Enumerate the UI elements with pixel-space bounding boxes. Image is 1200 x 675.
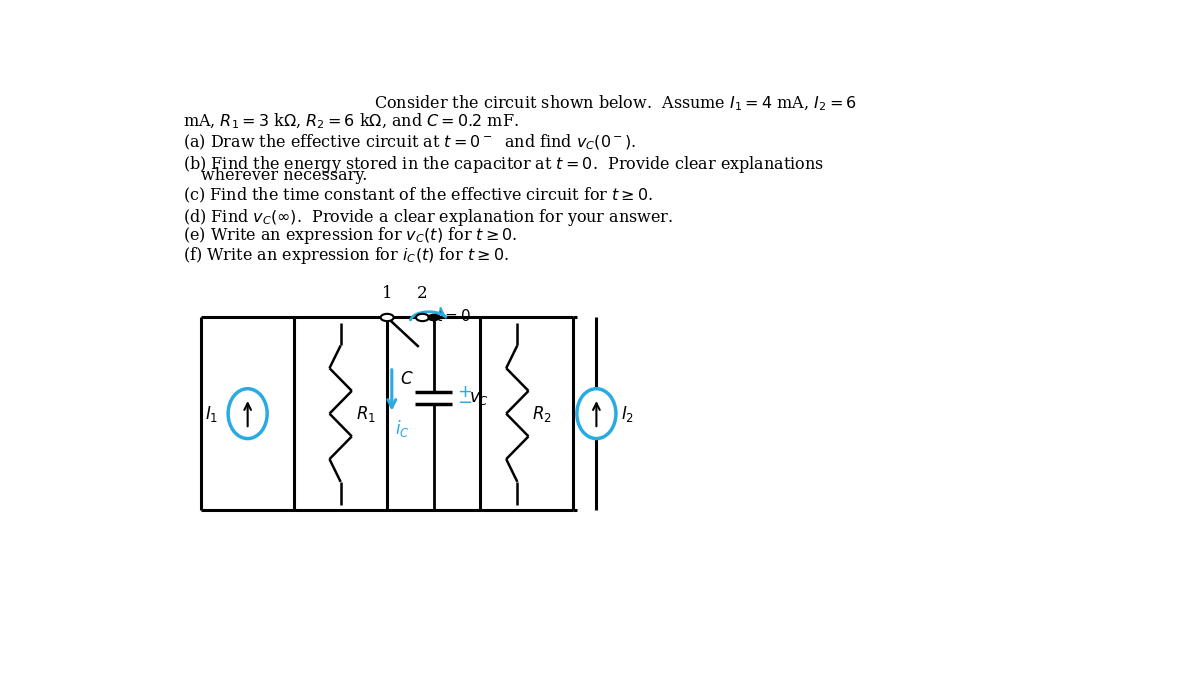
- Text: $C$: $C$: [400, 371, 413, 388]
- Text: (f) Write an expression for $i_C(t)$ for $t \geq 0$.: (f) Write an expression for $i_C(t)$ for…: [182, 245, 509, 266]
- Text: Consider the circuit shown below.  Assume $I_1 = 4$ mA, $I_2 = 6$: Consider the circuit shown below. Assume…: [373, 94, 857, 113]
- Text: (d) Find $v_C(\infty)$.  Provide a clear explanation for your answer.: (d) Find $v_C(\infty)$. Provide a clear …: [182, 207, 673, 227]
- Text: mA, $R_1 = 3$ k$\Omega$, $R_2 = 6$ k$\Omega$, and $C = 0.2$ mF.: mA, $R_1 = 3$ k$\Omega$, $R_2 = 6$ k$\Om…: [182, 111, 518, 130]
- Text: $+$: $+$: [457, 383, 472, 402]
- Text: $v_C$: $v_C$: [469, 389, 488, 406]
- Text: 1: 1: [382, 285, 392, 302]
- Text: wherever necessary.: wherever necessary.: [202, 167, 367, 184]
- Text: $i_C$: $i_C$: [395, 418, 409, 439]
- Text: $I_2$: $I_2$: [620, 404, 634, 424]
- Circle shape: [428, 315, 439, 321]
- Text: $R_2$: $R_2$: [533, 404, 552, 424]
- Circle shape: [416, 314, 430, 321]
- Text: 2: 2: [418, 285, 428, 302]
- Text: $R_1$: $R_1$: [355, 404, 376, 424]
- Text: (b) Find the energy stored in the capacitor at $t = 0$.  Provide clear explanati: (b) Find the energy stored in the capaci…: [182, 154, 823, 175]
- Text: $-$: $-$: [457, 392, 472, 410]
- Circle shape: [380, 314, 394, 321]
- Text: $t = 0$: $t = 0$: [437, 308, 472, 325]
- Text: (c) Find the time constant of the effective circuit for $t \geq 0$.: (c) Find the time constant of the effect…: [182, 186, 653, 205]
- Text: (a) Draw the effective circuit at $t = 0^-$  and find $v_C(0^-)$.: (a) Draw the effective circuit at $t = 0…: [182, 133, 636, 153]
- Text: $I_1$: $I_1$: [205, 404, 218, 424]
- Text: (e) Write an expression for $v_C(t)$ for $t \geq 0$.: (e) Write an expression for $v_C(t)$ for…: [182, 225, 517, 246]
